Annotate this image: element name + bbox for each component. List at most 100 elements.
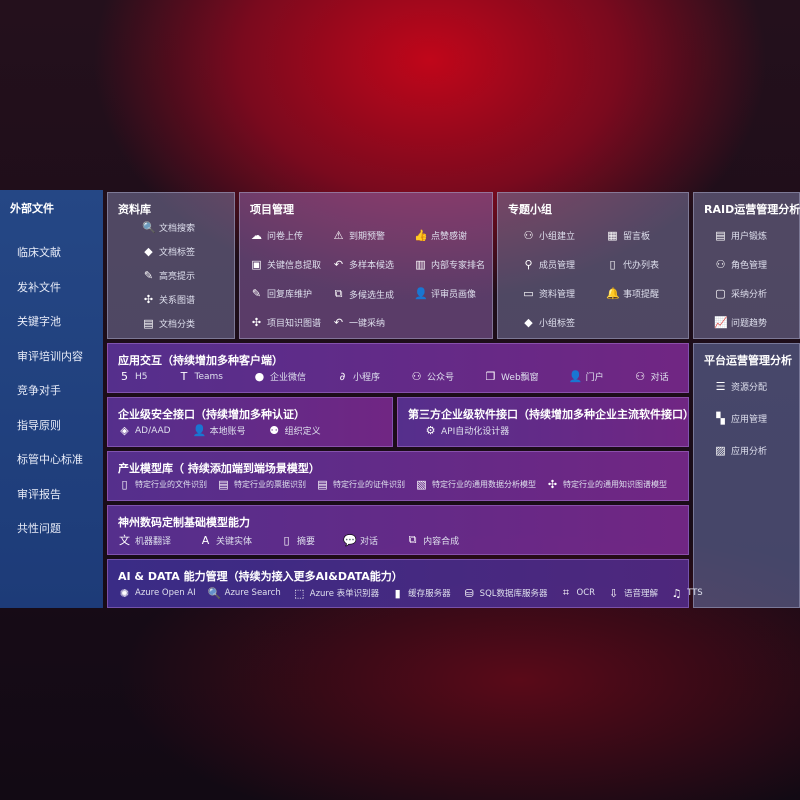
item-miniprogram[interactable]: ∂ 小程序 (336, 370, 380, 383)
item-alarm[interactable]: ⚠ 到期预警 (332, 229, 385, 242)
item-window[interactable]: ❐ Web飘窗 (484, 370, 539, 383)
item-cloud-upload[interactable]: ☁ 问卷上传 (250, 229, 303, 242)
item-gear[interactable]: ⚙ API自动化设计器 (424, 424, 510, 437)
graph-icon: ✣ (143, 293, 154, 306)
item-portal[interactable]: 👤 门户 (569, 370, 604, 383)
item-reply[interactable]: ↶ 一键采纳 (332, 316, 385, 329)
item-bell[interactable]: 🔔 事项提醒 (606, 287, 659, 300)
item-label: 文档分类 (159, 320, 196, 330)
item-tts[interactable]: ♫ TTS (670, 586, 703, 600)
sidebar-item[interactable]: 共性问题 (17, 522, 61, 535)
item-form[interactable]: ⬚ Azure 表单识别器 (293, 586, 379, 600)
item-label: 语音理解 (624, 589, 659, 599)
item-list[interactable]: ☰ 资源分配 (714, 380, 767, 393)
tts-icon: ♫ (671, 586, 682, 600)
item-label: 高亮提示 (159, 272, 196, 282)
item-account[interactable]: 👤 本地账号 (193, 424, 246, 437)
security-panel: 企业级安全接口（持续增加多种认证） ◈ AD/AAD 👤 本地账号 ⚉ 组织定义 (107, 397, 393, 447)
item-image[interactable]: ▧ 特定行业的通用数据分析模型 (415, 478, 536, 491)
item-thumbs-up[interactable]: 👍 点赞感谢 (414, 229, 467, 242)
item-label: 小组标签 (539, 319, 576, 329)
sidebar-item[interactable]: 竞争对手 (17, 384, 61, 397)
item-category[interactable]: ▤ 文档分类 (142, 317, 195, 330)
panel-title: 项目管理 (250, 203, 294, 216)
item-graph[interactable]: ✣ 关系图谱 (142, 293, 195, 306)
item-extract[interactable]: ▣ 关键信息提取 (250, 258, 321, 271)
item-chat[interactable]: 💬 对话 (343, 532, 378, 548)
item-wechat[interactable]: ● 企业微信 (253, 370, 306, 383)
item-receipt[interactable]: ▤ 特定行业的票据识别 (217, 478, 306, 491)
item-entity[interactable]: A 关键实体 (199, 532, 252, 548)
item-graph[interactable]: ✣ 特定行业的通用知识图谱模型 (546, 478, 667, 491)
item-graph[interactable]: ✣ 项目知识图谱 (250, 316, 321, 329)
item-bbs[interactable]: ▦ 留言板 (606, 229, 650, 242)
item-aad[interactable]: ◈ AD/AAD (118, 424, 170, 437)
item-reply[interactable]: ↶ 多样本候选 (332, 258, 394, 271)
item-html5[interactable]: 5 H5 (118, 370, 148, 383)
sidebar-item[interactable]: 指导原则 (17, 418, 61, 432)
item-cache[interactable]: ▮ 缓存服务器 (391, 586, 451, 600)
item-tag[interactable]: ◆ 小组标签 (522, 316, 575, 329)
item-puzzle[interactable]: ⧉ 多候选生成 (332, 287, 394, 301)
item-teams[interactable]: T Teams (178, 370, 223, 383)
category-icon: ▤ (143, 317, 154, 330)
item-apps[interactable]: ▚ 应用管理 (714, 412, 767, 425)
sidebar-item[interactable]: 发补文件 (17, 280, 61, 294)
clipboard-icon: ▯ (609, 258, 616, 271)
item-users[interactable]: ⚇ 小组建立 (522, 229, 575, 242)
item-user-add[interactable]: ⚲ 成员管理 (522, 258, 575, 271)
item-edit[interactable]: ✎ 回复库维护 (250, 287, 312, 300)
chat-users-icon: ⚇ (635, 370, 646, 383)
item-label: 应用管理 (731, 415, 768, 425)
item-folder[interactable]: ▭ 资料管理 (522, 287, 575, 300)
item-users[interactable]: ⚇ 角色管理 (714, 258, 767, 271)
item-label: SQL数据库服务器 (479, 589, 548, 599)
sidebar-item[interactable]: 临床文献 (17, 246, 61, 259)
item-database[interactable]: ⛁ SQL数据库服务器 (463, 586, 548, 600)
trend-icon: 📈 (714, 316, 728, 329)
cloud-upload-icon: ☁ (251, 229, 262, 242)
sidebar-item[interactable]: 审评培训内容 (17, 349, 83, 363)
item-tag[interactable]: ◆ 文档标签 (142, 245, 195, 258)
wechat-icon: ● (254, 370, 265, 383)
teams-icon: T (180, 370, 188, 383)
sidebar-item[interactable]: 关键字池 (17, 315, 61, 328)
item-openai[interactable]: ✺ Azure Open AI (118, 586, 196, 600)
aad-icon: ◈ (120, 424, 129, 437)
item-qa[interactable]: ▢ 采纳分析 (714, 287, 767, 300)
panel-title: 神州数码定制基础模型能力 (118, 516, 250, 529)
item-ocr[interactable]: ⌗ OCR (560, 586, 595, 600)
pen-icon: ✎ (143, 269, 154, 282)
item-label: 多候选生成 (349, 290, 395, 301)
panel-title: 外部文件 (10, 202, 54, 215)
item-id-card[interactable]: ▤ 特定行业的证件识别 (316, 478, 405, 491)
item-ranking[interactable]: ▥ 内部专家排名 (414, 258, 485, 271)
item-summary[interactable]: ▯ 摘要 (280, 532, 316, 548)
puzzle-icon: ⧉ (334, 287, 343, 300)
item-file[interactable]: ▯ 特定行业的文件识别 (118, 478, 207, 491)
item-user[interactable]: 👤 评审员画像 (414, 287, 476, 300)
panel-title: 应用交互（持续增加多种客户端） (118, 354, 283, 367)
receipt-icon: ▤ (218, 478, 229, 491)
cache-icon: ▮ (394, 586, 401, 600)
item-pen[interactable]: ✎ 高亮提示 (142, 269, 195, 282)
item-clipboard[interactable]: ▯ 代办列表 (606, 258, 659, 271)
tag-icon: ◆ (524, 316, 533, 329)
item-chart[interactable]: ▨ 应用分析 (714, 444, 767, 457)
item-users[interactable]: ⚇ 公众号 (410, 370, 454, 383)
item-translate[interactable]: 文机器翻译 (118, 532, 171, 548)
item-label: 一键采纳 (349, 319, 386, 329)
sidebar-item[interactable]: 标管中心标准 (17, 453, 83, 466)
item-id-card[interactable]: ▤ 用户锻炼 (714, 229, 767, 242)
bbs-icon: ▦ (607, 229, 618, 242)
item-doc-search[interactable]: 🔍 文档搜索 (142, 221, 195, 234)
doc-search-icon: 🔍 (142, 221, 156, 234)
item-puzzle[interactable]: ⧉ 内容合成 (406, 532, 459, 548)
item-chat-users[interactable]: ⚇ 对话 (634, 370, 668, 383)
item-trend[interactable]: 📈 问题趋势 (714, 316, 767, 329)
item-org[interactable]: ⚉ 组织定义 (268, 424, 320, 437)
item-label: 点赞感谢 (431, 232, 468, 242)
sidebar-item[interactable]: 审评报告 (17, 487, 61, 501)
item-search[interactable]: 🔍 Azure Search (208, 586, 281, 600)
item-speech[interactable]: ⇩ 语音理解 (607, 586, 658, 600)
